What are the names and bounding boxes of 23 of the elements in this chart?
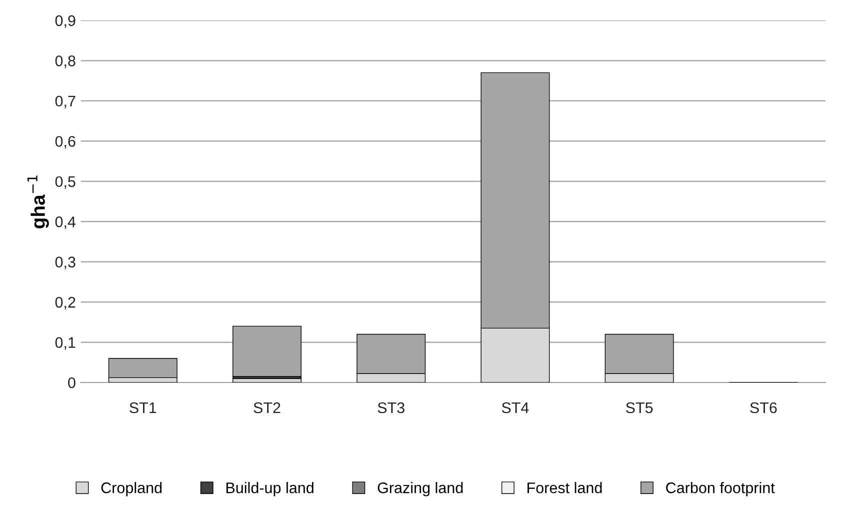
y-axis-title: gha$^{−1}$ [27, 176, 49, 228]
y-tick-label: 0,4 [55, 216, 76, 230]
bar [108, 358, 178, 378]
x-tick-label: ST2 [254, 402, 280, 414]
x-tick-label: ST4 [502, 402, 529, 414]
y-tick-label: 0,8 [55, 56, 76, 68]
y-tick-label: 0,2 [55, 296, 76, 310]
legend-label: Build-up land [226, 482, 314, 496]
y-tick-label: 0,5 [55, 176, 76, 189]
y-tick-label: 0,1 [55, 337, 76, 350]
y-tick-label: 0,9 [55, 15, 76, 28]
x-tick-label: ST5 [626, 402, 653, 414]
y-tick-label: 0,3 [55, 256, 76, 270]
x-tick-label: ST3 [378, 402, 404, 414]
legend-label: Grazing land [378, 482, 463, 496]
legend-label: Carbon footprint [666, 482, 775, 496]
legend-label: Cropland [101, 482, 162, 496]
y-tick-label: 0 [68, 377, 76, 388]
legend-label: Forest land [528, 482, 602, 494]
x-tick-label: ST1 [130, 402, 156, 414]
x-tick-label: ST6 [750, 402, 777, 414]
y-tick-label: 0,6 [55, 136, 76, 149]
y-tick-label: 0,7 [55, 96, 76, 108]
